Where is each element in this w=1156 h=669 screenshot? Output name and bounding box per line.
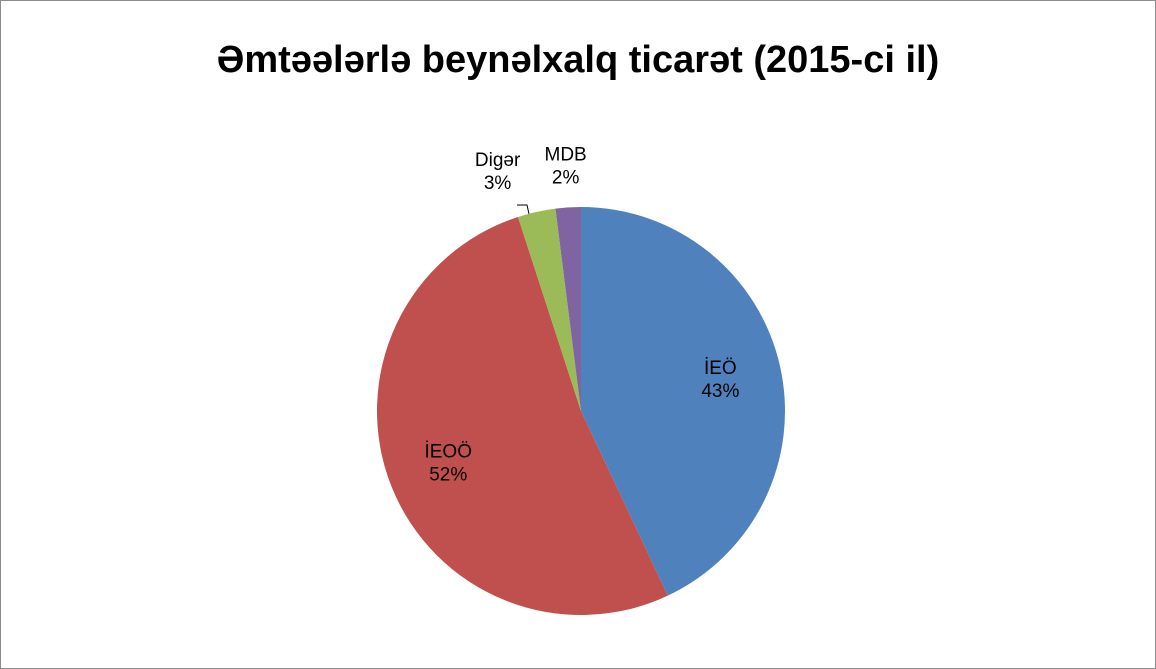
slice-label: İEOÖ: [424, 442, 472, 463]
slice-label: İEÖ: [704, 358, 737, 379]
slice-label: MDB: [545, 145, 587, 166]
chart-title: Əmtəələrlə beynəlxalq ticarət (2015-ci i…: [217, 39, 939, 81]
slice-value-label: 3%: [484, 173, 512, 194]
pie-slice: [517, 208, 581, 411]
slice-label: Digər: [475, 150, 521, 171]
pie-slice: [555, 207, 581, 411]
slice-value-label: 52%: [429, 465, 467, 486]
slice-value-label: 43%: [701, 381, 739, 402]
pie-slice: [377, 216, 668, 615]
leader-line: [517, 204, 530, 215]
pie-slice: [581, 207, 785, 596]
slice-value-label: 2%: [552, 168, 580, 189]
